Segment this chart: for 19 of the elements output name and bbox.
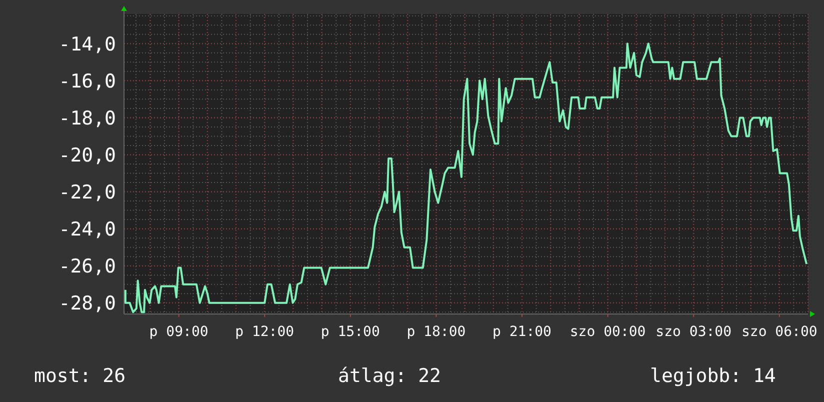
text: átlag: 22 xyxy=(338,365,441,387)
x-tick-label: szo 00:00 xyxy=(570,324,646,340)
y-tick-label: -20,0 xyxy=(58,144,116,166)
x-tick-label: p 09:00 xyxy=(149,324,208,340)
text: legjobb: 14 xyxy=(650,365,776,387)
y-tick-label: -16,0 xyxy=(58,70,116,92)
y-tick-label: -24,0 xyxy=(58,218,116,240)
x-tick-label: szo 03:00 xyxy=(656,324,732,340)
x-tick-label: p 12:00 xyxy=(235,324,294,340)
x-tick-label: szo 06:00 xyxy=(741,324,818,340)
text: most: 26 xyxy=(34,365,126,387)
x-tick-label: p 21:00 xyxy=(492,324,552,340)
y-tick-label: -28,0 xyxy=(58,292,116,315)
y-tick-label: -18,0 xyxy=(58,107,116,130)
x-tick-label: p 18:00 xyxy=(406,324,466,340)
y-tick-label: -22,0 xyxy=(58,181,116,204)
x-tick-label: p 15:00 xyxy=(320,324,380,340)
y-tick-label: -14,0 xyxy=(58,33,116,56)
y-tick-label: -26,0 xyxy=(58,256,116,278)
